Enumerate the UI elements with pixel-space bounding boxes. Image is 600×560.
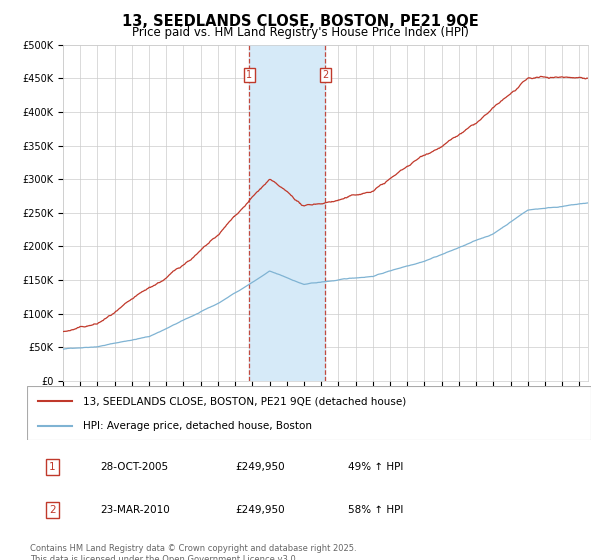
Text: Contains HM Land Registry data © Crown copyright and database right 2025.
This d: Contains HM Land Registry data © Crown c… bbox=[30, 544, 356, 560]
Text: 28-OCT-2005: 28-OCT-2005 bbox=[100, 461, 169, 472]
Text: £249,950: £249,950 bbox=[236, 505, 286, 515]
Text: £249,950: £249,950 bbox=[236, 461, 286, 472]
Text: 58% ↑ HPI: 58% ↑ HPI bbox=[349, 505, 404, 515]
Text: 2: 2 bbox=[49, 505, 56, 515]
Text: 13, SEEDLANDS CLOSE, BOSTON, PE21 9QE (detached house): 13, SEEDLANDS CLOSE, BOSTON, PE21 9QE (d… bbox=[83, 396, 407, 407]
Text: 13, SEEDLANDS CLOSE, BOSTON, PE21 9QE: 13, SEEDLANDS CLOSE, BOSTON, PE21 9QE bbox=[122, 14, 478, 29]
Text: HPI: Average price, detached house, Boston: HPI: Average price, detached house, Bost… bbox=[83, 421, 313, 431]
FancyBboxPatch shape bbox=[27, 386, 591, 440]
Bar bbox=[250, 45, 325, 381]
Text: 2: 2 bbox=[322, 70, 328, 80]
Text: 1: 1 bbox=[49, 461, 56, 472]
Text: 49% ↑ HPI: 49% ↑ HPI bbox=[349, 461, 404, 472]
Text: 1: 1 bbox=[247, 70, 253, 80]
Text: 23-MAR-2010: 23-MAR-2010 bbox=[100, 505, 170, 515]
Text: Price paid vs. HM Land Registry's House Price Index (HPI): Price paid vs. HM Land Registry's House … bbox=[131, 26, 469, 39]
